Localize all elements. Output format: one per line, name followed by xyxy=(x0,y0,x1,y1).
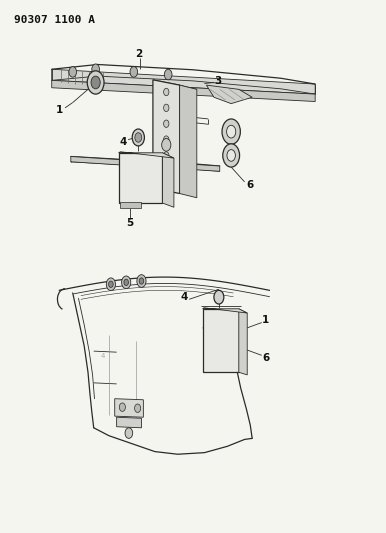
Circle shape xyxy=(69,67,76,77)
Circle shape xyxy=(87,71,104,94)
Circle shape xyxy=(106,278,115,290)
Text: 6: 6 xyxy=(246,180,253,190)
Circle shape xyxy=(222,119,240,144)
Polygon shape xyxy=(120,202,141,208)
Circle shape xyxy=(132,129,144,146)
Circle shape xyxy=(164,167,169,175)
Circle shape xyxy=(164,120,169,127)
Circle shape xyxy=(164,136,169,143)
Circle shape xyxy=(91,76,100,89)
Circle shape xyxy=(125,428,133,438)
Circle shape xyxy=(92,64,100,75)
Text: 2: 2 xyxy=(135,49,142,59)
Polygon shape xyxy=(153,80,179,193)
Text: 1: 1 xyxy=(262,315,269,325)
Polygon shape xyxy=(203,308,247,313)
Circle shape xyxy=(135,133,142,142)
Text: 4: 4 xyxy=(120,137,127,147)
Text: 90307 1100 A: 90307 1100 A xyxy=(14,15,95,25)
Circle shape xyxy=(227,125,236,138)
Polygon shape xyxy=(119,152,174,158)
Polygon shape xyxy=(163,153,174,207)
Polygon shape xyxy=(117,417,141,428)
Circle shape xyxy=(122,276,131,289)
Circle shape xyxy=(139,278,144,284)
Circle shape xyxy=(162,139,171,151)
Polygon shape xyxy=(203,309,239,372)
Circle shape xyxy=(223,144,240,167)
Circle shape xyxy=(164,104,169,111)
Text: 3: 3 xyxy=(214,76,222,86)
Polygon shape xyxy=(71,157,220,171)
Polygon shape xyxy=(119,153,163,203)
Text: 1: 1 xyxy=(56,106,63,116)
Polygon shape xyxy=(52,80,315,101)
Circle shape xyxy=(108,281,113,287)
Polygon shape xyxy=(207,85,252,103)
Circle shape xyxy=(164,69,172,80)
Circle shape xyxy=(119,403,125,411)
Circle shape xyxy=(137,274,146,287)
Text: 5: 5 xyxy=(126,218,134,228)
Text: 6: 6 xyxy=(262,353,269,363)
Polygon shape xyxy=(179,85,197,198)
Text: 4: 4 xyxy=(181,292,188,302)
Polygon shape xyxy=(239,309,247,375)
Polygon shape xyxy=(52,69,315,94)
Text: 4: 4 xyxy=(101,353,105,359)
Circle shape xyxy=(214,290,224,304)
Circle shape xyxy=(227,150,235,161)
Circle shape xyxy=(130,67,138,77)
Circle shape xyxy=(135,404,141,413)
Polygon shape xyxy=(115,399,143,417)
Circle shape xyxy=(164,152,169,159)
Circle shape xyxy=(164,88,169,96)
Circle shape xyxy=(124,279,129,286)
